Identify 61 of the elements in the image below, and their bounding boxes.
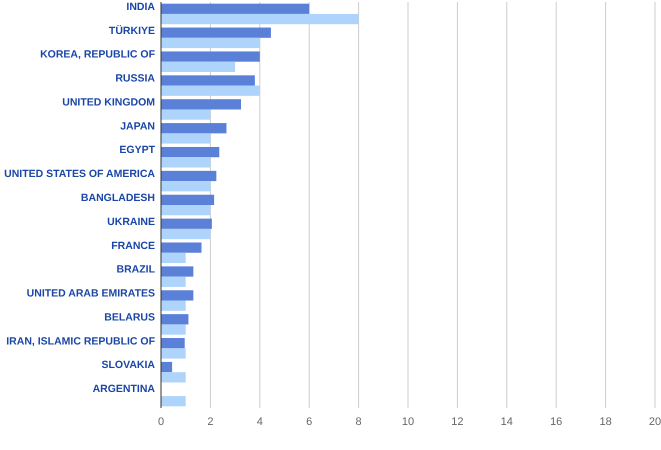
x-tick-label: 6 — [306, 416, 312, 428]
y-tick-label: UKRAINE — [107, 216, 155, 228]
bar — [161, 123, 226, 134]
y-tick-label: BANGLADESH — [80, 192, 155, 204]
y-tick-label: SLOVAKIA — [102, 359, 156, 372]
bar — [161, 324, 186, 335]
y-tick-label: JAPAN — [120, 120, 155, 132]
y-tick-label: EGYPT — [119, 144, 156, 156]
bar — [161, 252, 186, 264]
bar — [161, 157, 210, 168]
y-tick-label: ARGENTINA — [92, 383, 156, 396]
y-tick-label: UNITED STATES OF AMERICA — [4, 168, 156, 180]
bar — [161, 14, 359, 24]
x-tick-label: 14 — [500, 416, 513, 428]
bar — [161, 86, 260, 96]
bar — [161, 181, 210, 192]
x-tick-label: 2 — [207, 416, 214, 428]
x-tick-label: 16 — [550, 416, 562, 428]
bar — [161, 266, 194, 277]
bar — [161, 228, 210, 240]
x-tick-label: 12 — [451, 416, 464, 428]
y-tick-label: UNITED KINGDOM — [62, 96, 156, 108]
bar — [161, 133, 210, 144]
y-tick-label: INDIA — [126, 0, 156, 13]
bar — [161, 348, 186, 359]
y-tick-label: TÜRKIYE — [108, 24, 155, 37]
y-tick-label: BRAZIL — [116, 264, 156, 276]
bar — [161, 372, 186, 382]
bar — [161, 218, 212, 229]
x-tick-label: 18 — [599, 416, 612, 428]
bar — [161, 300, 186, 311]
y-tick-label: RUSSIA — [115, 72, 156, 85]
x-tick-label: 8 — [356, 416, 362, 428]
bar — [161, 362, 172, 372]
bar — [161, 242, 202, 253]
bar — [161, 396, 186, 406]
bar — [161, 194, 214, 205]
bar — [161, 290, 194, 301]
bar — [161, 4, 310, 14]
bar — [161, 62, 236, 72]
bar — [161, 99, 242, 110]
bar — [161, 205, 210, 216]
y-tick-label: FRANCE — [111, 240, 155, 252]
bar — [161, 170, 216, 182]
bar — [161, 338, 185, 348]
bar — [161, 276, 186, 287]
bar — [161, 28, 271, 38]
bar — [161, 75, 255, 86]
x-tick-label: 20 — [648, 416, 661, 428]
bar — [161, 38, 260, 48]
y-tick-label: KOREA, REPUBLIC OF — [40, 48, 156, 61]
bar — [161, 51, 260, 62]
bar — [161, 109, 210, 120]
x-tick-label: 0 — [158, 416, 164, 428]
x-tick-label: 10 — [402, 416, 414, 428]
bar — [161, 314, 188, 324]
bar — [161, 146, 220, 158]
y-tick-label: IRAN, ISLAMIC REPUBLIC OF — [6, 335, 156, 348]
y-tick-label: BELARUS — [104, 311, 155, 324]
x-tick-label: 4 — [256, 416, 263, 428]
y-tick-label: UNITED ARAB EMIRATES — [26, 288, 155, 300]
